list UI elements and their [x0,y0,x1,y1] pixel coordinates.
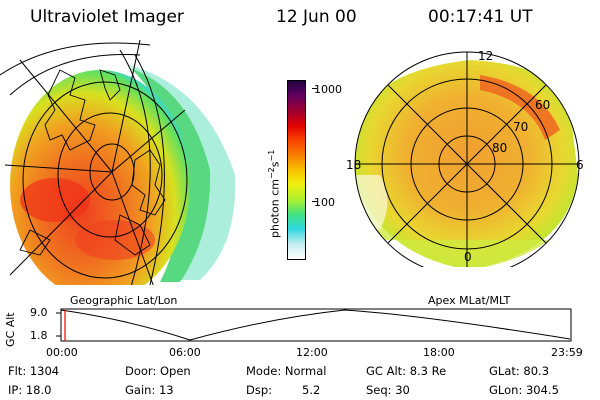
mode-info: Mode: Normal [246,364,327,378]
geographic-image [0,40,236,285]
altitude-curve [60,309,571,341]
halo-outer [128,65,236,280]
right-panel-caption: Apex MLat/MLT [428,294,511,307]
ip-info: IP: 18.0 [8,383,52,397]
xtick-0000: 00:00 [46,346,78,359]
colorbar [287,80,306,260]
colorbar-tick-1000: 1000 [314,83,342,96]
colorbar-tick-100: 100 [314,196,335,209]
xtick-0600: 06:00 [169,346,201,359]
gain-info: Gain: 13 [125,383,174,397]
date-label: 12 Jun 00 [276,7,357,27]
mlt-label-6: 6 [576,158,584,172]
altitude-plot [56,308,572,342]
glon-info: GLon: 304.5 [489,383,559,397]
time-label: 00:17:41 UT [428,7,533,27]
xtick-2359: 23:59 [551,346,583,359]
mlat-label-60: 60 [535,98,550,112]
left-panel-caption: Geographic Lat/Lon [70,294,178,307]
gcalt-info: GC Alt: 8.3 Re [366,364,447,378]
glat-info: GLat: 80.3 [489,364,550,378]
halo-mid [130,68,211,282]
mlt-label-12: 12 [478,49,493,63]
mlt-label-0: 0 [464,250,472,264]
door-info: Door: Open [125,364,191,378]
mlat-mlt-image: 12 18 6 0 60 70 80 [346,49,584,267]
mlat-label-80: 80 [492,141,507,155]
xtick-1800: 18:00 [423,346,455,359]
mlt-label-18: 18 [346,158,361,172]
flt-info: Flt: 1304 [8,364,60,378]
altitude-ytick-1.8: 1.8 [30,329,48,342]
colorbar-unit-label: photon cm−2s−1 [267,149,282,238]
altitude-ylabel: GC Alt [4,312,17,347]
dsp-label: Dsp: [246,383,273,397]
xtick-1200: 12:00 [296,346,328,359]
mlat-label-70: 70 [513,120,528,134]
altitude-ytick-9: 9.0 [30,306,48,319]
instrument-title: Ultraviolet Imager [30,7,184,27]
dsp-value: 5.2 [302,383,321,397]
seq-info: Seq: 30 [366,383,410,397]
